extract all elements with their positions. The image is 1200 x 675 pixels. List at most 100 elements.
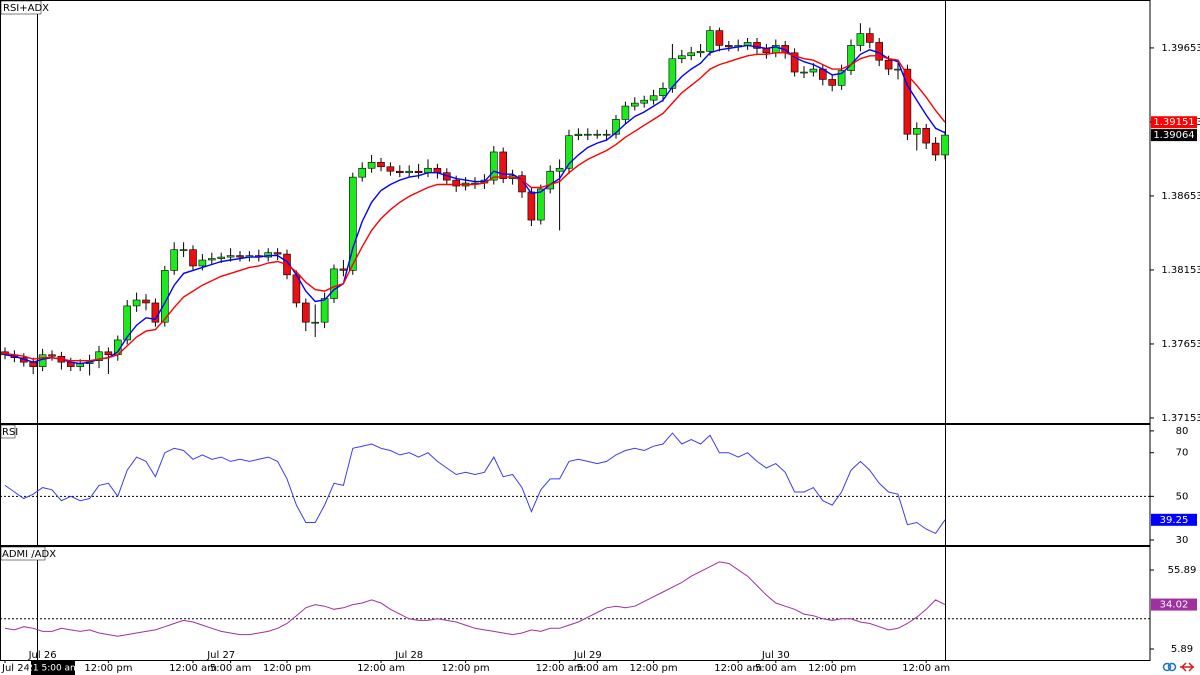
icon xyxy=(1167,662,1177,672)
line xyxy=(4,561,946,637)
candle-body xyxy=(706,30,714,52)
line xyxy=(4,44,946,365)
candle-body xyxy=(405,170,414,174)
line xyxy=(4,52,946,362)
candle-body xyxy=(320,298,329,323)
candle-body xyxy=(170,249,178,271)
candle-body xyxy=(922,127,931,144)
candle-body xyxy=(132,299,141,307)
day-label: Jul 27 xyxy=(206,650,235,661)
candle-body xyxy=(565,135,573,169)
candle-body xyxy=(311,321,320,324)
icon xyxy=(1162,662,1172,672)
x-tick-label: 5:00 am xyxy=(755,663,797,674)
candle-body xyxy=(339,268,348,271)
candle-body xyxy=(687,52,696,57)
x-tick-label: 5:00 am xyxy=(210,663,252,674)
candle-body xyxy=(273,252,282,255)
candle-body xyxy=(161,270,169,323)
x-tick-label: 12:00 pm xyxy=(442,663,490,674)
candle-body xyxy=(377,162,385,168)
candle-body xyxy=(198,259,207,267)
candle-body xyxy=(828,79,837,86)
y-tick-label: 1.37153 xyxy=(1161,413,1200,424)
candle-body xyxy=(593,133,602,136)
candle-body xyxy=(630,102,639,107)
candle-body xyxy=(912,127,921,135)
candle-body xyxy=(395,170,404,174)
candle-body xyxy=(790,52,799,73)
candle-body xyxy=(574,133,583,136)
icon xyxy=(1180,662,1195,672)
candle-body xyxy=(48,354,56,357)
x-tick-label: 12:00 am xyxy=(536,663,584,674)
x-tick-label: 12:00 am xyxy=(902,663,950,674)
candle-body xyxy=(856,33,865,46)
panel-title: ADMI /ADX xyxy=(2,549,56,560)
title-box xyxy=(0,546,46,561)
candle-body xyxy=(518,175,526,193)
candle-body xyxy=(715,30,724,46)
x-tick-label: 12:00 pm xyxy=(808,663,856,674)
x-tick-label: 12:00 pm xyxy=(630,663,678,674)
panel-title: RSI xyxy=(2,427,18,438)
last-value-box xyxy=(1151,116,1197,129)
candle-body xyxy=(123,305,131,341)
corner-icons xyxy=(1162,662,1195,672)
candle-body xyxy=(809,68,818,73)
candle-body xyxy=(301,302,310,323)
title-box xyxy=(0,0,42,15)
candle-body xyxy=(555,167,564,172)
candle-body xyxy=(696,51,705,54)
y-tick-label: 1.38653 xyxy=(1161,191,1200,202)
x-tick-label: 12:00 am xyxy=(357,663,405,674)
candle-body xyxy=(489,151,498,181)
candle-body xyxy=(640,99,649,104)
last-value-label: 1.39151 xyxy=(1153,117,1194,128)
candle-body xyxy=(677,55,686,60)
day-label: Jul 26 xyxy=(28,650,57,661)
y-tick-label: 5.89 xyxy=(1171,644,1193,655)
candle-body xyxy=(621,105,630,120)
rsi-panel xyxy=(0,424,1151,546)
candle-body xyxy=(649,95,658,101)
day-label: Jul 28 xyxy=(394,650,423,661)
candle-body xyxy=(724,45,733,48)
candle-body xyxy=(668,58,677,89)
y-tick-label: 1.37653 xyxy=(1161,339,1200,350)
candle-body xyxy=(884,59,893,70)
candle-body xyxy=(179,249,188,251)
candle-body xyxy=(348,176,357,271)
candle-body xyxy=(264,252,273,258)
candle-body xyxy=(941,134,949,156)
panel-title: RSI+ADX xyxy=(3,3,49,14)
candle-body xyxy=(527,191,536,221)
candle-body xyxy=(612,119,620,135)
y-tick-label: 70 xyxy=(1176,448,1189,459)
candle-body xyxy=(208,258,216,261)
candle-body xyxy=(217,256,225,259)
candle-body xyxy=(414,170,423,174)
candle-body xyxy=(104,351,113,356)
candle-body xyxy=(142,299,150,304)
day-label: Jul 29 xyxy=(573,650,602,661)
candle-body xyxy=(226,255,235,258)
last-value-box xyxy=(1151,129,1197,142)
x-tick-label: 12:00 am xyxy=(169,663,217,674)
candle-body xyxy=(236,255,244,258)
x-tick-label: 12:00 pm xyxy=(263,663,311,674)
y-tick-label: 55.89 xyxy=(1168,565,1197,576)
candle-body xyxy=(931,142,940,156)
crosshair-label: 21 5:00 am xyxy=(27,664,79,674)
last-value-label: 34.02 xyxy=(1160,600,1189,611)
candle-body xyxy=(800,71,808,74)
candle-body xyxy=(865,33,874,43)
last-value-box xyxy=(1151,513,1197,526)
y-tick-label: 1.39653 xyxy=(1161,43,1200,54)
candle-body xyxy=(386,166,395,172)
last-value-label: 39.25 xyxy=(1160,515,1189,526)
candle-body xyxy=(903,68,912,135)
